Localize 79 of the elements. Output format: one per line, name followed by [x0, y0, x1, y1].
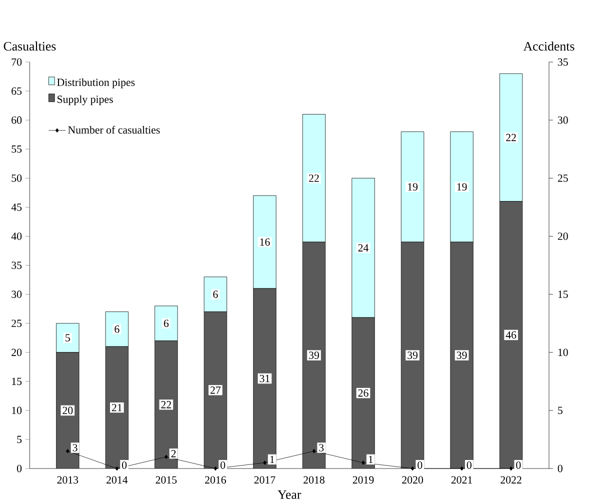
y-tick-label: 60	[12, 116, 22, 124]
data-label: 6	[213, 290, 218, 298]
y-tick-label: 40	[11, 232, 22, 240]
y2-tick-label: 5	[558, 406, 562, 414]
data-label: 20	[62, 406, 73, 414]
x-axis-title: Year	[278, 490, 302, 499]
y-tick-label: 45	[11, 203, 22, 211]
point	[410, 466, 414, 471]
data-label: 16	[260, 238, 270, 246]
y2-tick-label: 0	[558, 464, 562, 472]
x-tick-label: 2015	[156, 476, 177, 484]
x-tick-label: 2021	[451, 476, 472, 484]
data-label: 19	[457, 183, 467, 190]
y-tick-label: 10	[12, 406, 22, 414]
data-label: 22	[161, 400, 172, 408]
data-label: 39	[408, 352, 418, 359]
y2-tick-label: 35	[558, 58, 568, 66]
x-tick-label: 2014	[106, 476, 128, 484]
data-label: 5	[66, 334, 70, 342]
x-tick-label: 2013	[57, 476, 78, 484]
point	[460, 466, 464, 471]
y2-tick-label: 10	[558, 348, 568, 356]
y2-tick-label: 25	[558, 174, 568, 182]
point	[312, 448, 316, 454]
y-tick-label: 15	[12, 378, 22, 385]
y2-tick-label: 30	[558, 116, 568, 124]
legend-label: Distribution pipes	[57, 78, 135, 88]
x-tick-label: 2017	[254, 476, 276, 484]
data-label: 0	[418, 461, 422, 469]
data-label: 3	[319, 444, 324, 452]
data-label: 6	[114, 325, 120, 333]
data-label: 22	[506, 134, 516, 142]
y-tick-label: 0	[16, 464, 22, 472]
y-tick-label: 5	[17, 436, 22, 443]
data-label: 1	[270, 456, 274, 463]
y-tick-label: 70	[12, 58, 22, 66]
data-label: 27	[210, 386, 221, 394]
point	[214, 466, 218, 471]
data-label: 0	[220, 461, 226, 469]
y-tick-label: 35	[12, 262, 22, 269]
data-label: 22	[309, 174, 319, 182]
data-label: 26	[358, 389, 368, 397]
data-label: 6	[164, 320, 169, 327]
y2-axis-title: Accidents	[523, 41, 574, 50]
data-label: 0	[122, 461, 127, 469]
legend-label: Number of casualties	[68, 126, 160, 134]
y-tick-label: 30	[12, 290, 22, 298]
data-label: 19	[408, 183, 418, 190]
point	[263, 460, 266, 465]
y-tick-label: 25	[12, 320, 22, 327]
legend-label: Supply pipes	[58, 95, 113, 106]
x-tick-label: 2018	[304, 476, 324, 484]
y-tick-label: 55	[12, 145, 22, 153]
x-tick-label: 2019	[352, 476, 374, 484]
y2-tick-label: 20	[558, 232, 568, 240]
point	[362, 460, 365, 465]
data-label: 31	[260, 374, 270, 382]
data-label: 2	[171, 450, 176, 458]
x-tick-label: 2016	[205, 476, 226, 484]
y-tick-label: 65	[12, 87, 22, 95]
x-tick-label: 2020	[402, 476, 423, 484]
point	[115, 466, 119, 471]
data-label: 3	[72, 444, 78, 452]
y-axis-title: Casualties	[4, 41, 56, 50]
y-tick-label: 50	[12, 174, 22, 182]
point	[509, 466, 513, 471]
data-label: 39	[309, 352, 319, 359]
x-tick-label: 2022	[500, 476, 522, 484]
point	[66, 448, 70, 454]
data-label: 1	[368, 456, 373, 463]
data-label: 46	[506, 331, 516, 339]
data-label: 0	[516, 461, 521, 469]
y-tick-label: 20	[12, 348, 22, 356]
data-label: 0	[466, 461, 472, 469]
point	[164, 454, 168, 459]
y2-tick-label: 15	[558, 290, 568, 298]
data-label: 21	[112, 404, 122, 412]
data-label: 39	[456, 352, 467, 359]
data-label: 24	[358, 244, 369, 252]
